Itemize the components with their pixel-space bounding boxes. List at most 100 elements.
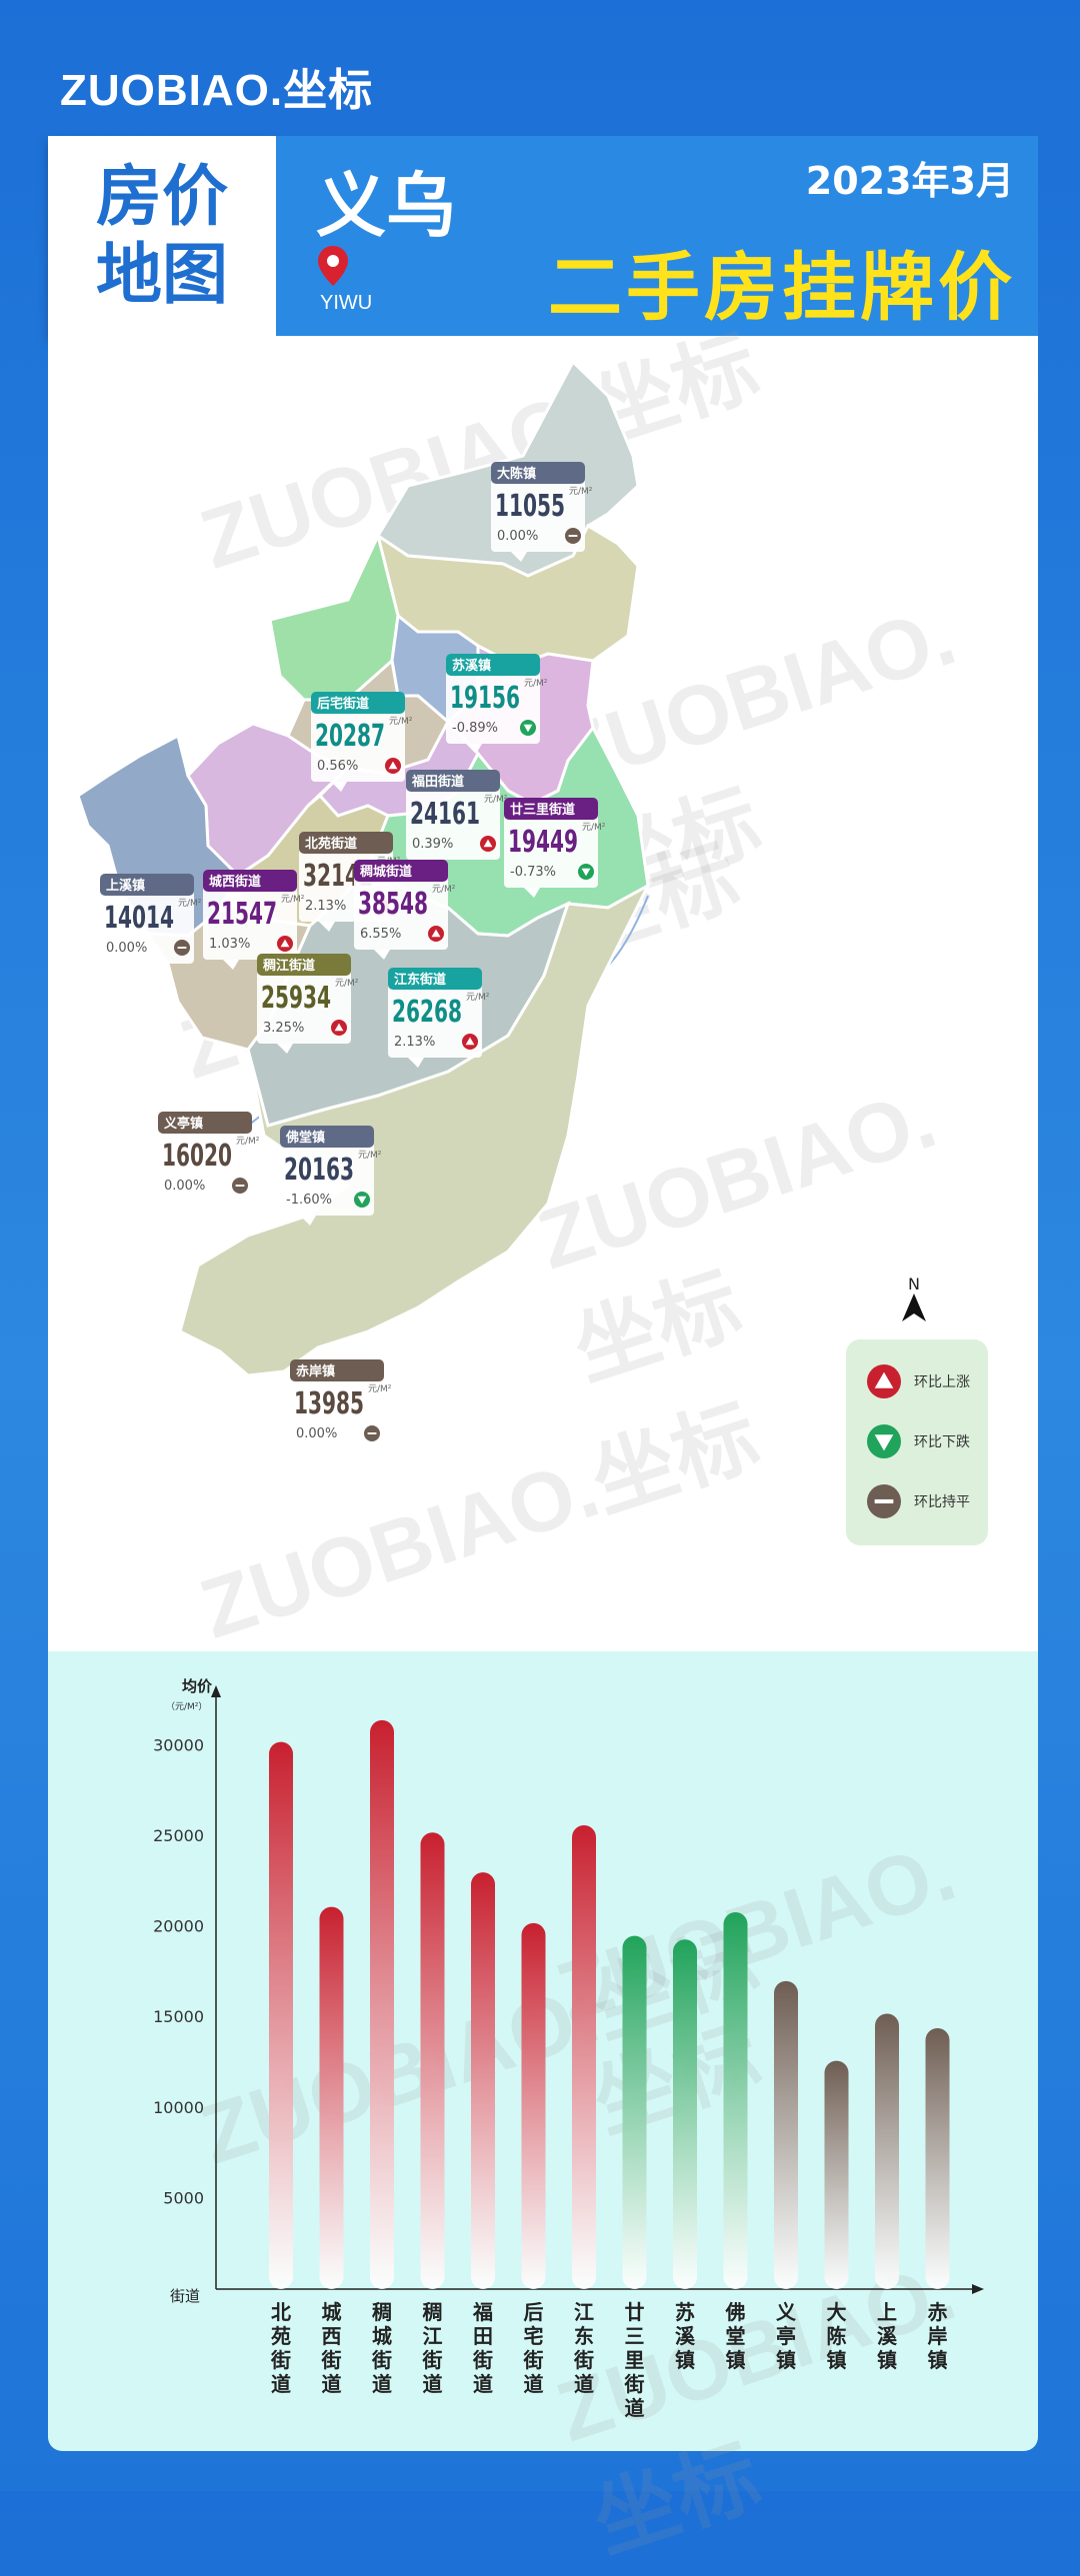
up-trend-icon	[480, 836, 496, 852]
price-label-card: 赤岸镇 13985 元/M² 0.00%	[290, 1359, 392, 1459]
label-card-bg	[491, 476, 585, 552]
price-label-card: 上溪镇 14014 元/M² 0.00%	[100, 874, 202, 974]
down-arrow-icon	[581, 868, 591, 877]
label-card-bg	[100, 888, 194, 964]
down-trend-icon	[867, 1424, 901, 1458]
region-change: 0.39%	[412, 837, 453, 852]
up-trend-icon	[277, 936, 293, 952]
region-change: 6.55%	[360, 927, 401, 942]
price-unit: 元/M²	[466, 993, 490, 1003]
label-card-tail	[466, 744, 482, 754]
x-tick-label: 福田街道	[472, 2300, 493, 2396]
bar	[774, 1980, 798, 2289]
bar	[521, 1922, 546, 2289]
region-name: 福田街道	[411, 774, 464, 790]
price-label-card: 稠城街道 38548 元/M² 6.55%	[354, 860, 456, 960]
price-unit: 元/M²	[335, 979, 359, 989]
up-arrow-icon	[280, 939, 290, 948]
price-label-card: 苏溪镇 19156 元/M² -0.89%	[446, 654, 548, 754]
region-tag	[504, 798, 598, 820]
price-label-card: 后宅街道 20287 元/M² 0.56%	[311, 692, 413, 792]
label-card-tail	[310, 1449, 326, 1459]
y-axis-unit: （元/M²）	[166, 1701, 207, 1712]
x-tick-label: 稠城街道	[371, 2300, 392, 2396]
region-name: 廿三里街道	[510, 802, 575, 818]
label-card-tail	[223, 960, 239, 970]
label-card-bg	[354, 874, 448, 950]
region-change: -0.73%	[510, 865, 556, 880]
region-name: 上溪镇	[106, 878, 145, 894]
x-axis-arrow-icon	[972, 2284, 984, 2294]
bar	[824, 2060, 849, 2289]
flat-bar-icon	[177, 947, 187, 949]
price-label-card: 廿三里街道 19449 元/M² -0.73%	[504, 798, 606, 898]
headline: 二手房挂牌价	[548, 245, 1016, 331]
city-name: 义乌	[316, 165, 456, 247]
up-arrow-icon	[874, 1371, 894, 1388]
down-arrow-icon	[357, 1196, 367, 1205]
y-tick-label: 10000	[153, 2098, 204, 2117]
region-tag	[491, 462, 585, 484]
price-unit: 元/M²	[569, 487, 593, 497]
bar	[319, 1906, 344, 2289]
region-change: 0.00%	[106, 941, 147, 956]
bar	[622, 1935, 647, 2289]
up-arrow-icon	[483, 839, 493, 848]
label-card-tail	[300, 1216, 316, 1226]
down-trend-icon	[354, 1192, 370, 1208]
x-tick-label: 廿三里街道	[624, 2300, 645, 2420]
label-card-tail	[178, 1202, 194, 1212]
price-unit: 元/M²	[389, 717, 413, 727]
title-badge-line2: 地图	[96, 236, 228, 313]
label-card-tail	[331, 782, 347, 792]
region-change: 3.25%	[263, 1021, 304, 1036]
price-label-card: 大陈镇 11055 元/M² 0.00%	[491, 462, 593, 562]
region-change: 0.00%	[164, 1179, 205, 1194]
flat-bar-icon	[568, 535, 578, 537]
region-name: 后宅街道	[317, 696, 369, 712]
region-change: 0.00%	[497, 529, 538, 544]
x-tick-label: 后宅街道	[523, 2300, 544, 2396]
region-tag	[446, 654, 540, 676]
x-tick-label: 上溪镇	[877, 2300, 898, 2372]
title-badge: 房价 地图	[48, 136, 276, 336]
down-arrow-icon	[523, 724, 533, 733]
bar	[370, 1719, 394, 2289]
region-name: 义亭镇	[164, 1116, 203, 1132]
map-region	[178, 882, 652, 1377]
price-unit: 元/M²	[368, 1384, 392, 1394]
up-trend-icon	[462, 1034, 478, 1050]
up-arrow-icon	[334, 1023, 344, 1032]
region-name: 稠城街道	[360, 864, 412, 880]
region-price: 20287	[315, 719, 385, 754]
legend-label: 环比持平	[914, 1494, 970, 1510]
label-card-tail	[408, 1058, 424, 1068]
bar	[471, 1872, 495, 2289]
x-tick-label: 城西街道	[321, 2300, 342, 2396]
y-tick-label: 20000	[153, 1917, 204, 1936]
region-price: 25934	[261, 981, 331, 1016]
region-price: 16020	[162, 1139, 232, 1174]
region-change: 0.00%	[296, 1426, 337, 1441]
bar	[723, 1912, 748, 2289]
flat-trend-icon	[364, 1425, 380, 1441]
price-unit: 元/M²	[432, 885, 456, 895]
north-arrow-icon	[902, 1293, 926, 1321]
x-tick-label: 稠江街道	[422, 2300, 443, 2396]
price-unit: 元/M²	[178, 899, 202, 909]
title-panel: 义乌 YIWU 2023年3月 二手房挂牌价	[276, 136, 1038, 336]
y-tick-label: 25000	[153, 1826, 204, 1845]
title-badge-line1: 房价	[96, 158, 228, 235]
region-price: 13985	[294, 1386, 364, 1421]
price-label-card: 福田街道 24161 元/M² 0.39%	[406, 770, 508, 870]
region-price: 19156	[450, 681, 520, 716]
label-card-bg	[280, 1140, 374, 1216]
report-date: 2023年3月	[805, 159, 1014, 203]
region-change: 2.13%	[305, 899, 346, 914]
region-price: 21547	[207, 897, 277, 932]
flat-trend-icon	[565, 528, 581, 544]
region-price: 11055	[495, 489, 565, 524]
city-name-en: YIWU	[320, 292, 373, 314]
legend-label: 环比上涨	[914, 1374, 970, 1390]
